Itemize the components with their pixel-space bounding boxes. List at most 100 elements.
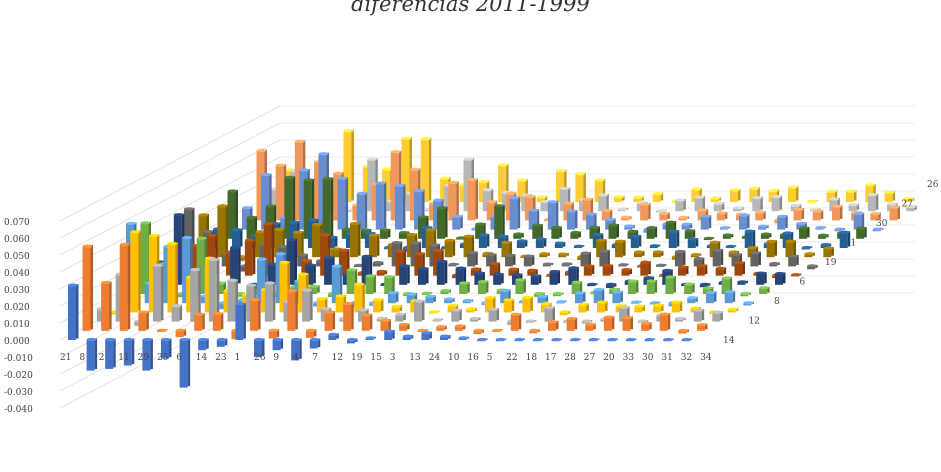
bar <box>190 269 199 322</box>
bar-top <box>804 252 815 256</box>
bar <box>614 197 623 202</box>
bar <box>216 340 225 347</box>
bar <box>687 239 696 248</box>
bar-top <box>696 323 707 327</box>
bar-side <box>807 226 810 238</box>
bar <box>486 202 495 221</box>
bar <box>634 306 643 313</box>
bar-top <box>571 280 582 284</box>
bar-top <box>255 230 266 234</box>
bar <box>671 302 680 313</box>
bar-top <box>731 252 742 257</box>
bar <box>246 217 255 239</box>
bar-side <box>376 234 380 256</box>
bar-top <box>467 177 478 182</box>
bar-top <box>463 157 474 161</box>
bar-top <box>556 169 567 173</box>
bar-top <box>152 263 163 268</box>
bar-top <box>675 198 686 202</box>
bar <box>712 312 721 322</box>
bar <box>402 336 411 340</box>
bar-side <box>198 268 201 321</box>
bar <box>722 235 731 239</box>
bar-top <box>865 183 876 187</box>
bar <box>548 322 557 331</box>
x-tick-label: 26 <box>254 353 266 363</box>
bar-top <box>646 225 657 230</box>
bar <box>516 241 525 248</box>
bar-top <box>353 263 364 267</box>
bar-side <box>543 237 547 247</box>
bar-top <box>656 209 667 213</box>
bar-top <box>171 304 182 308</box>
bar <box>254 340 262 357</box>
bar-top <box>384 329 395 333</box>
gridline <box>59 122 281 239</box>
bar-top <box>516 239 527 243</box>
bar <box>749 188 758 202</box>
bar <box>314 162 323 221</box>
bar-side <box>280 338 284 349</box>
bar <box>500 290 509 304</box>
bar-top <box>870 212 881 216</box>
bar-top <box>662 268 673 273</box>
bar-top <box>138 310 149 314</box>
bar-side <box>692 283 695 293</box>
bar-top <box>674 249 685 253</box>
bar-top <box>196 236 207 240</box>
bar-top <box>644 337 655 342</box>
bar-top <box>605 282 616 286</box>
bar-top <box>513 232 524 236</box>
bar <box>219 303 228 310</box>
bar-top <box>709 240 720 244</box>
bar-side <box>892 191 896 201</box>
bar <box>539 254 548 258</box>
bar-top <box>737 280 748 284</box>
bar-top <box>264 281 275 285</box>
bar <box>297 255 306 267</box>
bar-top <box>653 303 664 307</box>
depth-tick-label: 19 <box>825 258 837 268</box>
bar-top <box>246 283 257 287</box>
bar-top <box>712 248 723 252</box>
bar-side <box>311 178 315 238</box>
bar-top <box>448 262 459 266</box>
y-tick-label: -0.040 <box>4 405 33 415</box>
bar-side <box>544 195 548 201</box>
bar <box>758 226 767 230</box>
bar <box>603 317 612 331</box>
bar <box>537 296 546 304</box>
bar-side <box>392 330 395 339</box>
bar-top <box>777 214 788 218</box>
bar <box>250 300 259 331</box>
bar-top <box>477 279 488 284</box>
bar-side <box>545 295 549 302</box>
bar-top <box>617 207 628 211</box>
bar-side <box>328 233 331 275</box>
bar-side <box>403 250 406 275</box>
bar-side <box>660 192 664 201</box>
bar-side <box>357 222 361 256</box>
bar-side <box>673 275 676 293</box>
bar-side <box>673 221 677 238</box>
bar <box>235 304 244 340</box>
bar <box>440 178 449 202</box>
bar-top <box>536 195 547 199</box>
bar-side <box>742 261 745 275</box>
bar <box>227 191 236 239</box>
bar-top <box>142 337 153 342</box>
bar-top <box>596 238 607 243</box>
bar-top <box>721 276 732 280</box>
y-tick-label: 0.000 <box>4 337 30 347</box>
depth-tick-label: 8 <box>774 297 780 307</box>
gridline <box>59 156 281 273</box>
bar-top <box>410 241 421 245</box>
bar <box>601 210 610 221</box>
bar-side <box>613 218 616 229</box>
bar-side <box>276 329 280 338</box>
bar-side <box>462 325 466 330</box>
bar <box>715 268 724 276</box>
bar-side <box>708 215 712 229</box>
bar-side <box>594 213 597 229</box>
depth-tick-label: 14 <box>723 336 735 346</box>
